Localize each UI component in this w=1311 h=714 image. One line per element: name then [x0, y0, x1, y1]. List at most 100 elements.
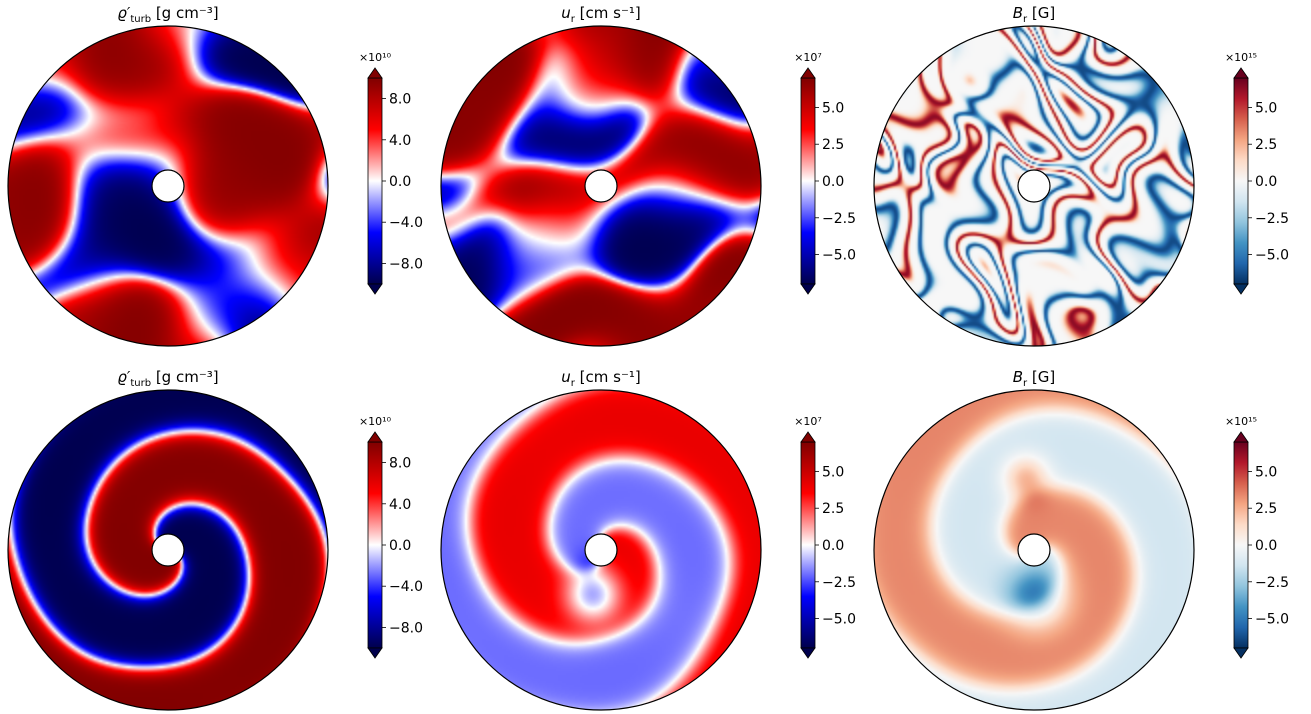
title-symbol: u: [561, 368, 571, 386]
colorbar: 5.0 2.5 0.0 −2.5 −5.0 ×10⁷: [794, 415, 856, 659]
colorbar-extend-max: [1233, 431, 1249, 443]
panel-0-2: Br [G] 5.0 2.5 0.0 −2.5 −5.0 ×10¹⁵: [873, 4, 1289, 347]
colorbar-extend-min: [367, 283, 383, 295]
colorbar-tick-label: −5.0: [1255, 612, 1289, 628]
colorbar-tick-label: 0.0: [1255, 538, 1277, 554]
panel-0-1: ur [cm s⁻¹] 5.0 2.5 0.0 −2.5 −5.0 ×10⁷: [440, 4, 856, 347]
colorbar-tick-label: −5.0: [822, 248, 856, 264]
colorbar-body: [1233, 441, 1249, 649]
colorbar-tick-label: −5.0: [822, 612, 856, 628]
title-symbol: ϱ′: [117, 368, 131, 386]
colorbar-extend-min: [800, 283, 816, 295]
title-unit: [g cm⁻³]: [151, 4, 219, 22]
colorbar-offset-text: ×10¹⁰: [359, 415, 392, 428]
disk-outline: [873, 25, 1195, 347]
colorbar-tick-label: 8.0: [389, 92, 411, 108]
colorbar-offset-text: ×10⁷: [794, 415, 822, 428]
colorbar-body: [800, 77, 816, 285]
colorbar-offset-text: ×10¹⁵: [1225, 51, 1257, 64]
colorbar-body: [367, 77, 383, 285]
colorbar-tick-label: −2.5: [822, 575, 856, 591]
title-unit: [G]: [1027, 368, 1055, 386]
colorbar-extend-min: [1233, 283, 1249, 295]
panel-title: ϱ′turb [g cm⁻³]: [117, 368, 218, 389]
colorbar-tick-label: 2.5: [822, 501, 844, 517]
colorbar: 5.0 2.5 0.0 −2.5 −5.0 ×10⁷: [794, 51, 856, 295]
disk-outline: [7, 389, 329, 711]
colorbar: 8.0 4.0 0.0 −4.0 −8.0 ×10¹⁰: [359, 415, 423, 659]
colorbar-extend-min: [1233, 647, 1249, 659]
disk-outline: [440, 389, 762, 711]
title-unit: [g cm⁻³]: [151, 368, 219, 386]
title-symbol: u: [561, 4, 571, 22]
colorbar-tick-label: 2.5: [1255, 137, 1277, 153]
colorbar-tick-label: 4.0: [389, 497, 411, 513]
colorbar-extend-min: [367, 647, 383, 659]
colorbar-tick-label: −4.0: [389, 579, 423, 595]
title-unit: [cm s⁻¹]: [575, 368, 641, 386]
colorbar-tick-label: −5.0: [1255, 248, 1289, 264]
colorbar-tick-label: 2.5: [822, 137, 844, 153]
colorbar-tick-label: 5.0: [1255, 464, 1277, 480]
colorbar-body: [1233, 77, 1249, 285]
disk-outline: [440, 25, 762, 347]
title-symbol: B: [1013, 4, 1023, 22]
colorbar-extend-max: [800, 431, 816, 443]
colorbar-offset-text: ×10⁷: [794, 51, 822, 64]
colorbar-tick-label: 5.0: [822, 464, 844, 480]
title-subscript: turb: [130, 378, 151, 389]
colorbar: 8.0 4.0 0.0 −4.0 −8.0 ×10¹⁰: [359, 51, 423, 295]
colorbar-tick-label: 4.0: [389, 133, 411, 149]
title-subscript: r: [1023, 378, 1028, 389]
colorbar-extend-max: [367, 67, 383, 79]
inner-core: [1017, 533, 1051, 567]
colorbar-extend-max: [800, 67, 816, 79]
panel-title: ur [cm s⁻¹]: [561, 4, 641, 25]
colorbar-tick-label: 0.0: [822, 174, 844, 190]
inner-core: [1017, 169, 1051, 203]
disk-outline: [873, 389, 1195, 711]
colorbar-tick-label: −2.5: [1255, 211, 1289, 227]
colorbar-tick-label: −4.0: [389, 215, 423, 231]
inner-core: [584, 533, 618, 567]
title-symbol: B: [1013, 368, 1023, 386]
colorbar-extend-min: [800, 647, 816, 659]
panel-title: Br [G]: [1013, 4, 1056, 25]
colorbar-offset-text: ×10¹⁰: [359, 51, 392, 64]
colorbar-extend-max: [1233, 67, 1249, 79]
panel-1-1: ur [cm s⁻¹] 5.0 2.5 0.0 −2.5 −5.0 ×10⁷: [440, 368, 856, 711]
colorbar-tick-label: −8.0: [389, 620, 423, 636]
inner-core: [584, 169, 618, 203]
colorbar-tick-label: 0.0: [1255, 174, 1277, 190]
panel-1-0: ϱ′turb [g cm⁻³] 8.0 4.0 0.0 −4.0 −8.0 ×10¹⁰: [7, 368, 423, 711]
colorbar-extend-max: [367, 431, 383, 443]
colorbar-body: [367, 441, 383, 649]
colorbar-tick-label: 2.5: [1255, 501, 1277, 517]
colorbar-tick-label: −8.0: [389, 256, 423, 272]
colorbar: 5.0 2.5 0.0 −2.5 −5.0 ×10¹⁵: [1225, 415, 1289, 659]
panel-1-2: Br [G] 5.0 2.5 0.0 −2.5 −5.0 ×10¹⁵: [873, 368, 1289, 711]
panel-title: ur [cm s⁻¹]: [561, 368, 641, 389]
colorbar-tick-label: 8.0: [389, 456, 411, 472]
panel-title: Br [G]: [1013, 368, 1056, 389]
panel-title: ϱ′turb [g cm⁻³]: [117, 4, 218, 25]
colorbar-tick-label: 5.0: [822, 100, 844, 116]
title-symbol: ϱ′: [117, 4, 131, 22]
title-subscript: r: [571, 14, 576, 25]
disk-outline: [7, 25, 329, 347]
inner-core: [151, 533, 185, 567]
panel-0-0: ϱ′turb [g cm⁻³] 8.0 4.0 0.0 −4.0 −8.0 ×10¹⁰: [7, 4, 423, 347]
colorbar-tick-label: 0.0: [389, 174, 411, 190]
colorbar-offset-text: ×10¹⁵: [1225, 415, 1257, 428]
colorbar: 5.0 2.5 0.0 −2.5 −5.0 ×10¹⁵: [1225, 51, 1289, 295]
title-unit: [cm s⁻¹]: [575, 4, 641, 22]
title-subscript: r: [1023, 14, 1028, 25]
colorbar-tick-label: 0.0: [389, 538, 411, 554]
colorbar-tick-label: −2.5: [822, 211, 856, 227]
title-subscript: turb: [130, 14, 151, 25]
inner-core: [151, 169, 185, 203]
colorbar-body: [800, 441, 816, 649]
title-unit: [G]: [1027, 4, 1055, 22]
colorbar-tick-label: 0.0: [822, 538, 844, 554]
